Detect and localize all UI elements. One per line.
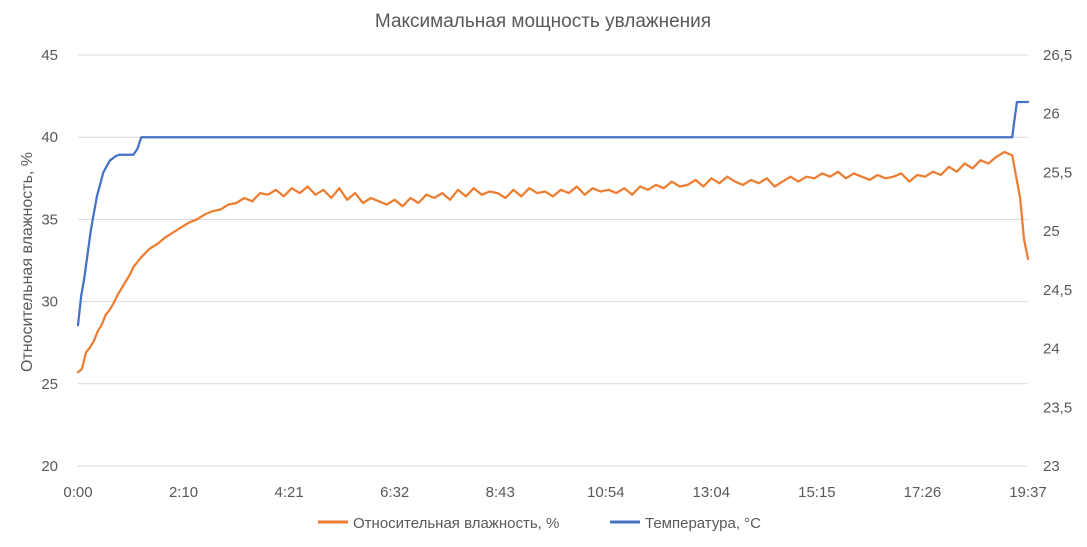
legend: Относительная влажность, % Температура, …: [318, 515, 761, 532]
x-tick-label: 13:04: [693, 484, 731, 501]
series-layer: [76, 100, 1030, 374]
x-tick-label: 8:43: [486, 484, 515, 501]
y-axis-title: Относительная влажность, %: [19, 152, 36, 372]
chart-title: Максимальная мощность увлажнения: [375, 11, 711, 32]
right-y-tick-label: 25,5: [1043, 164, 1072, 181]
right-y-tick-label: 26,5: [1043, 47, 1072, 64]
left-y-tick-label: 40: [41, 129, 58, 146]
left-y-tick-label: 30: [41, 294, 58, 311]
right-y-axis-ticks: 23 23,5 24 24,5 25 25,5 26 26,5: [1043, 47, 1072, 475]
x-tick-label: 10:54: [587, 484, 625, 501]
right-y-tick-label: 23: [1043, 458, 1060, 475]
x-tick-label: 15:15: [798, 484, 836, 501]
x-tick-label: 6:32: [380, 484, 409, 501]
x-tick-label: 0:00: [63, 484, 92, 501]
temperature-series-line: [76, 100, 1030, 327]
left-y-axis-ticks: 20 25 30 35 40 45: [41, 47, 58, 475]
x-tick-label: 2:10: [169, 484, 198, 501]
x-tick-label: 19:37: [1009, 484, 1047, 501]
x-axis-ticks: 0:00 2:10 4:21 6:32 8:43 10:54 13:04 15:15 17:26…: [63, 484, 1046, 501]
humidity-series-line: [76, 150, 1030, 374]
left-y-tick-label: 45: [41, 47, 58, 64]
right-y-tick-label: 23,5: [1043, 399, 1072, 416]
right-y-tick-label: 26: [1043, 106, 1060, 123]
x-tick-label: 4:21: [275, 484, 304, 501]
legend-label-temperature: Температура, °C: [645, 515, 761, 532]
gridlines: [78, 54, 1028, 385]
right-y-tick-label: 25: [1043, 223, 1060, 240]
right-y-tick-label: 24,5: [1043, 282, 1072, 299]
right-y-tick-label: 24: [1043, 341, 1060, 358]
left-y-tick-label: 25: [41, 376, 58, 393]
x-tick-label: 17:26: [904, 484, 942, 501]
legend-label-humidity: Относительная влажность, %: [353, 515, 559, 532]
left-y-tick-label: 20: [41, 458, 58, 475]
left-y-tick-label: 35: [41, 211, 58, 228]
